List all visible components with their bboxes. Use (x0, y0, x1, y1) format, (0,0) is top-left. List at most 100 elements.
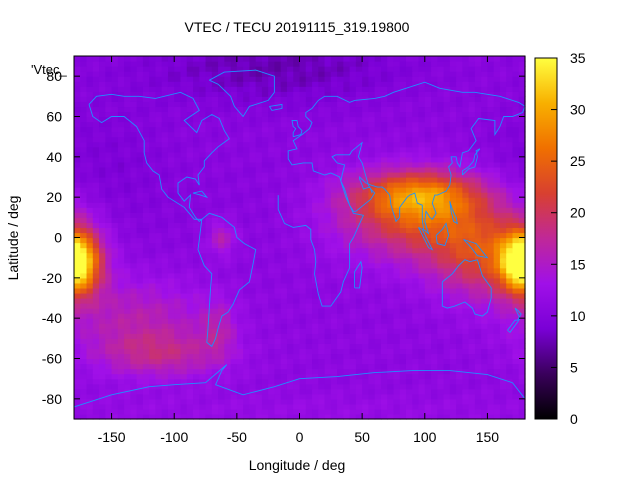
heatmap-cell (487, 156, 495, 163)
heatmap-cell (431, 272, 438, 279)
heatmap-cell (412, 212, 420, 218)
heatmap-cell (255, 348, 263, 355)
heatmap-cell (105, 393, 113, 400)
heatmap-cell (512, 287, 520, 294)
heatmap-cell (405, 182, 413, 188)
heatmap-cell (105, 298, 113, 304)
heatmap-cell (393, 156, 401, 163)
heatmap-cell (456, 348, 463, 355)
heatmap-cell (74, 166, 81, 173)
heatmap-cell (136, 131, 144, 138)
heatmap-cell (186, 136, 194, 143)
heatmap-cell (324, 282, 332, 289)
heatmap-cell (230, 308, 238, 314)
heatmap-cell (136, 212, 144, 218)
heatmap-cell (456, 358, 463, 365)
heatmap-cell (274, 242, 282, 249)
heatmap-cell (368, 71, 376, 77)
heatmap-cell (286, 242, 294, 249)
heatmap-cell (424, 86, 432, 92)
heatmap-cell (424, 96, 432, 102)
heatmap-cell (330, 358, 338, 365)
heatmap-cell (418, 121, 426, 128)
heatmap-cell (136, 177, 144, 183)
heatmap-cell (399, 232, 407, 239)
heatmap-cell (155, 116, 163, 123)
heatmap-cell (399, 217, 407, 223)
heatmap-cell (236, 368, 244, 375)
heatmap-cell (205, 388, 213, 395)
heatmap-cell (230, 166, 238, 173)
heatmap-cell (286, 101, 294, 108)
heatmap-cell (149, 252, 157, 259)
heatmap-cell (218, 308, 225, 314)
heatmap-cell (293, 298, 301, 304)
heatmap-cell (506, 101, 514, 108)
heatmap-cell (243, 222, 250, 229)
heatmap-cell (337, 182, 344, 188)
heatmap-cell (180, 131, 188, 138)
heatmap-cell (330, 96, 338, 102)
heatmap-cell (205, 171, 213, 178)
heatmap-cell (193, 66, 200, 72)
heatmap-cell (481, 242, 489, 249)
heatmap-cell (462, 121, 470, 128)
heatmap-cell (249, 323, 257, 329)
heatmap-cell (412, 136, 420, 143)
heatmap-cell (468, 388, 476, 395)
heatmap-cell (380, 333, 388, 339)
heatmap-cell (393, 378, 401, 385)
heatmap-cell (286, 182, 294, 188)
heatmap-cell (424, 383, 432, 390)
heatmap-cell (299, 232, 307, 239)
heatmap-cell (167, 308, 175, 314)
heatmap-cell (199, 177, 207, 183)
heatmap-cell (142, 161, 150, 168)
heatmap-cell (424, 373, 432, 380)
heatmap-cell (506, 282, 514, 289)
heatmap-cell (255, 282, 263, 289)
heatmap-cell (412, 161, 420, 168)
heatmap-cell (324, 217, 332, 223)
heatmap-cell (86, 192, 94, 198)
heatmap-cell (368, 272, 376, 279)
heatmap-cell (211, 338, 219, 344)
heatmap-cell (431, 237, 438, 244)
heatmap-cell (142, 373, 150, 380)
heatmap-cell (474, 227, 482, 234)
heatmap-cell (74, 257, 81, 264)
heatmap-cell (249, 116, 257, 123)
heatmap-cell (167, 262, 175, 269)
heatmap-cell (149, 323, 157, 329)
heatmap-cell (161, 343, 169, 350)
heatmap-cell (343, 171, 351, 178)
heatmap-cell (174, 217, 182, 223)
heatmap-cell (136, 363, 144, 370)
heatmap-cell (449, 242, 457, 249)
heatmap-cell (412, 408, 420, 415)
heatmap-cell (243, 182, 250, 188)
heatmap-cell (374, 282, 382, 289)
heatmap-cell (236, 338, 244, 344)
heatmap-cell (418, 277, 426, 284)
heatmap-cell (92, 156, 100, 163)
heatmap-cell (399, 161, 407, 168)
heatmap-cell (374, 121, 382, 128)
heatmap-cell (431, 116, 438, 123)
heatmap-cell (211, 313, 219, 319)
heatmap-cell (474, 403, 482, 410)
heatmap-cell (518, 373, 526, 380)
heatmap-cell (280, 282, 288, 289)
heatmap-cell (74, 161, 81, 168)
heatmap-cell (443, 71, 451, 77)
heatmap-cell (424, 156, 432, 163)
heatmap-cell (99, 262, 106, 269)
heatmap-cell (380, 237, 388, 244)
heatmap-cell (374, 368, 382, 375)
heatmap-cell (437, 383, 445, 390)
heatmap-cell (305, 252, 313, 259)
heatmap-cell (362, 222, 369, 229)
heatmap-cell (99, 277, 106, 284)
heatmap-cell (274, 146, 282, 153)
heatmap-cell (280, 202, 288, 208)
